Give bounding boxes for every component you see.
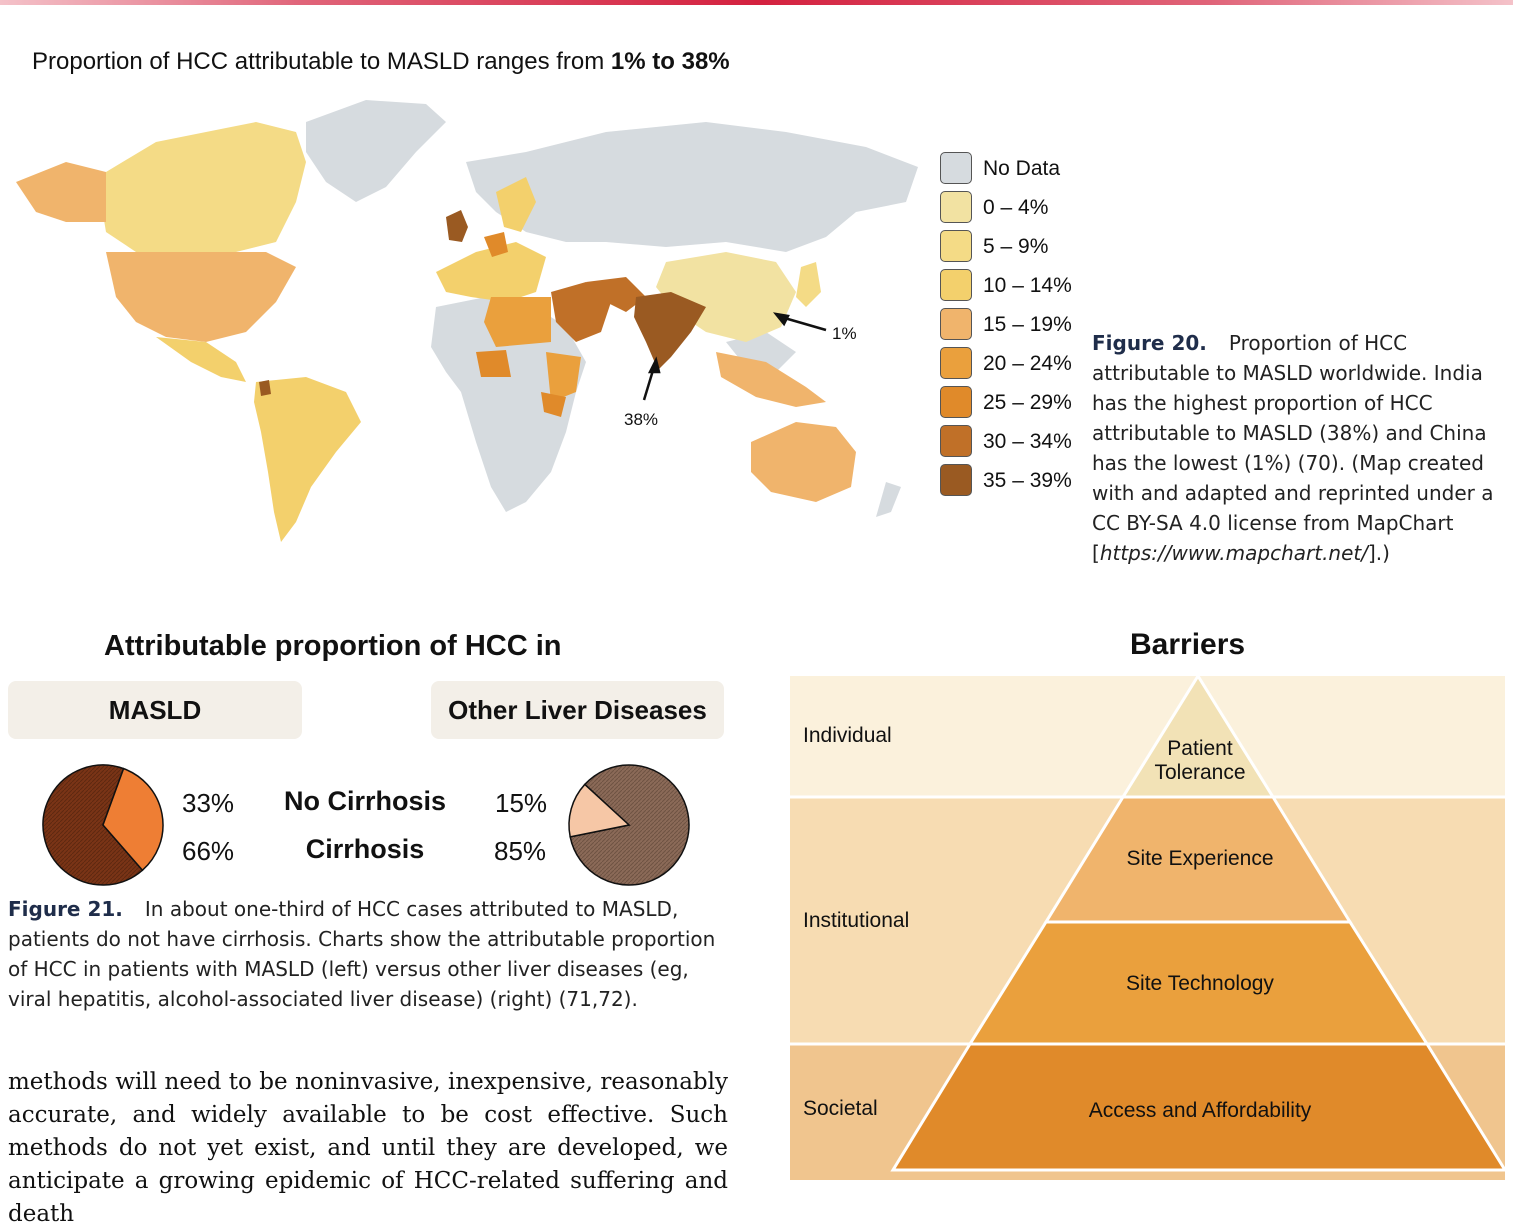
barriers-pyramid: [790, 676, 1505, 1180]
map-annotation-india-label: 38%: [624, 410, 658, 429]
map-alaska: [16, 162, 106, 222]
masld-no-cirrhosis-pct: 33%: [182, 788, 235, 818]
map-annotation-china-label: 1%: [832, 324, 857, 343]
figure-20-link[interactable]: https://www.mapchart.net/: [1099, 541, 1368, 565]
level-societal: Societal: [803, 1097, 878, 1120]
top-accent-bar: [0, 0, 1513, 5]
masld-header: MASLD: [8, 681, 302, 739]
other-no-cirrhosis-pct: 15%: [495, 788, 548, 818]
tier-patient-tolerance-label: Patient Tolerance: [1154, 737, 1246, 784]
legend-label: No Data: [983, 157, 1061, 180]
other-no-cirrhosis-slice: [568, 783, 631, 838]
no-cirrhosis-label: No Cirrhosis: [283, 786, 447, 816]
map-east-africa: [546, 352, 581, 402]
map-japan: [796, 262, 821, 307]
masld-cirrhosis-slice: [42, 764, 144, 886]
map-orange-regions: [259, 210, 856, 502]
figure-20-text-end: ].): [1368, 541, 1390, 565]
other-cirrhosis-pct: 85%: [494, 836, 547, 866]
legend-label: 20 – 24%: [983, 352, 1072, 375]
map-title: Proportion of HCC attributable to MASLD …: [32, 48, 730, 76]
figure-20-caption: Figure 20. Proportion of HCC attributable…: [1092, 328, 1507, 568]
level-individual: Individual: [803, 724, 892, 747]
map-usa: [106, 252, 296, 342]
world-map: 1% 38%: [16, 100, 918, 542]
map-annotation-india: [642, 356, 661, 401]
other-pie-chart: [568, 764, 690, 886]
map-germany: [484, 232, 508, 257]
map-uk: [446, 210, 468, 242]
legend-label: 15 – 19%: [983, 313, 1072, 336]
legend-label: 10 – 14%: [983, 274, 1072, 297]
map-ecuador: [259, 380, 271, 396]
legend-swatch: [940, 386, 972, 418]
legend-label: 35 – 39%: [983, 469, 1072, 492]
map-north-africa: [484, 297, 551, 347]
map-nz: [876, 482, 901, 517]
map-scandinavia: [496, 177, 536, 232]
other-liver-diseases-header: Other Liver Diseases: [431, 681, 724, 739]
legend-label: 25 – 29%: [983, 391, 1072, 414]
figure-20-label: Figure 20.: [1092, 331, 1207, 355]
map-middle-east: [551, 282, 611, 342]
figure-21-text: In about one-third of HCC cases attribut…: [8, 897, 716, 1011]
map-title-range: 1% to 38%: [610, 48, 730, 75]
map-europe: [436, 242, 546, 302]
legend-swatch: [940, 230, 972, 262]
level-institutional: Institutional: [803, 909, 910, 932]
map-iran: [586, 277, 646, 312]
cirrhosis-label: Cirrhosis: [305, 834, 425, 864]
map-yellow-regions: [16, 122, 821, 542]
map-south-america: [254, 377, 361, 542]
pie-section-title: Attributable proportion of HCC in: [104, 630, 562, 662]
map-canada: [101, 122, 306, 252]
figure-21-caption: Figure 21. In about one-third of HCC case…: [8, 894, 738, 1014]
map-australia: [751, 422, 856, 502]
legend-swatch: [940, 191, 972, 223]
barriers-title: Barriers: [1130, 628, 1246, 661]
map-title-prefix: Proportion of HCC attributable to MASLD …: [32, 48, 611, 75]
map-greenland: [306, 100, 446, 202]
map-africa-nodata: [431, 297, 586, 512]
map-annotation-china: [772, 312, 827, 332]
map-russia: [466, 122, 918, 252]
map-tanzania: [541, 392, 566, 417]
map-west-africa: [476, 350, 511, 377]
map-india: [634, 292, 706, 370]
figure-21-label: Figure 21.: [8, 897, 123, 921]
tier-access-affordability: [890, 1042, 1505, 1172]
legend-swatch: [940, 464, 972, 496]
legend-label: 30 – 34%: [983, 430, 1072, 453]
legend-swatch: [940, 269, 972, 301]
map-mexico: [156, 337, 246, 382]
legend-swatch: [940, 152, 972, 184]
figure-20-text: Proportion of HCC attributable to MASLD …: [1092, 331, 1494, 565]
legend-swatch: [940, 308, 972, 340]
tier-access-affordability-label: Access and Affordability: [1088, 1099, 1312, 1122]
masld-pie-chart: [42, 764, 164, 886]
body-paragraph: methods will need to be noninvasive, ine…: [8, 1069, 728, 1227]
legend-swatch: [940, 425, 972, 457]
masld-no-cirrhosis-slice: [102, 767, 164, 872]
legend-label: 5 – 9%: [983, 235, 1049, 258]
legend-swatch: [940, 347, 972, 379]
tier-site-technology-label: Site Technology: [1126, 972, 1274, 995]
legend-label: 0 – 4%: [983, 196, 1049, 219]
map-southeast-asia: [716, 352, 826, 407]
masld-cirrhosis-pct: 66%: [182, 836, 235, 866]
tier-site-experience-label: Site Experience: [1126, 847, 1274, 870]
